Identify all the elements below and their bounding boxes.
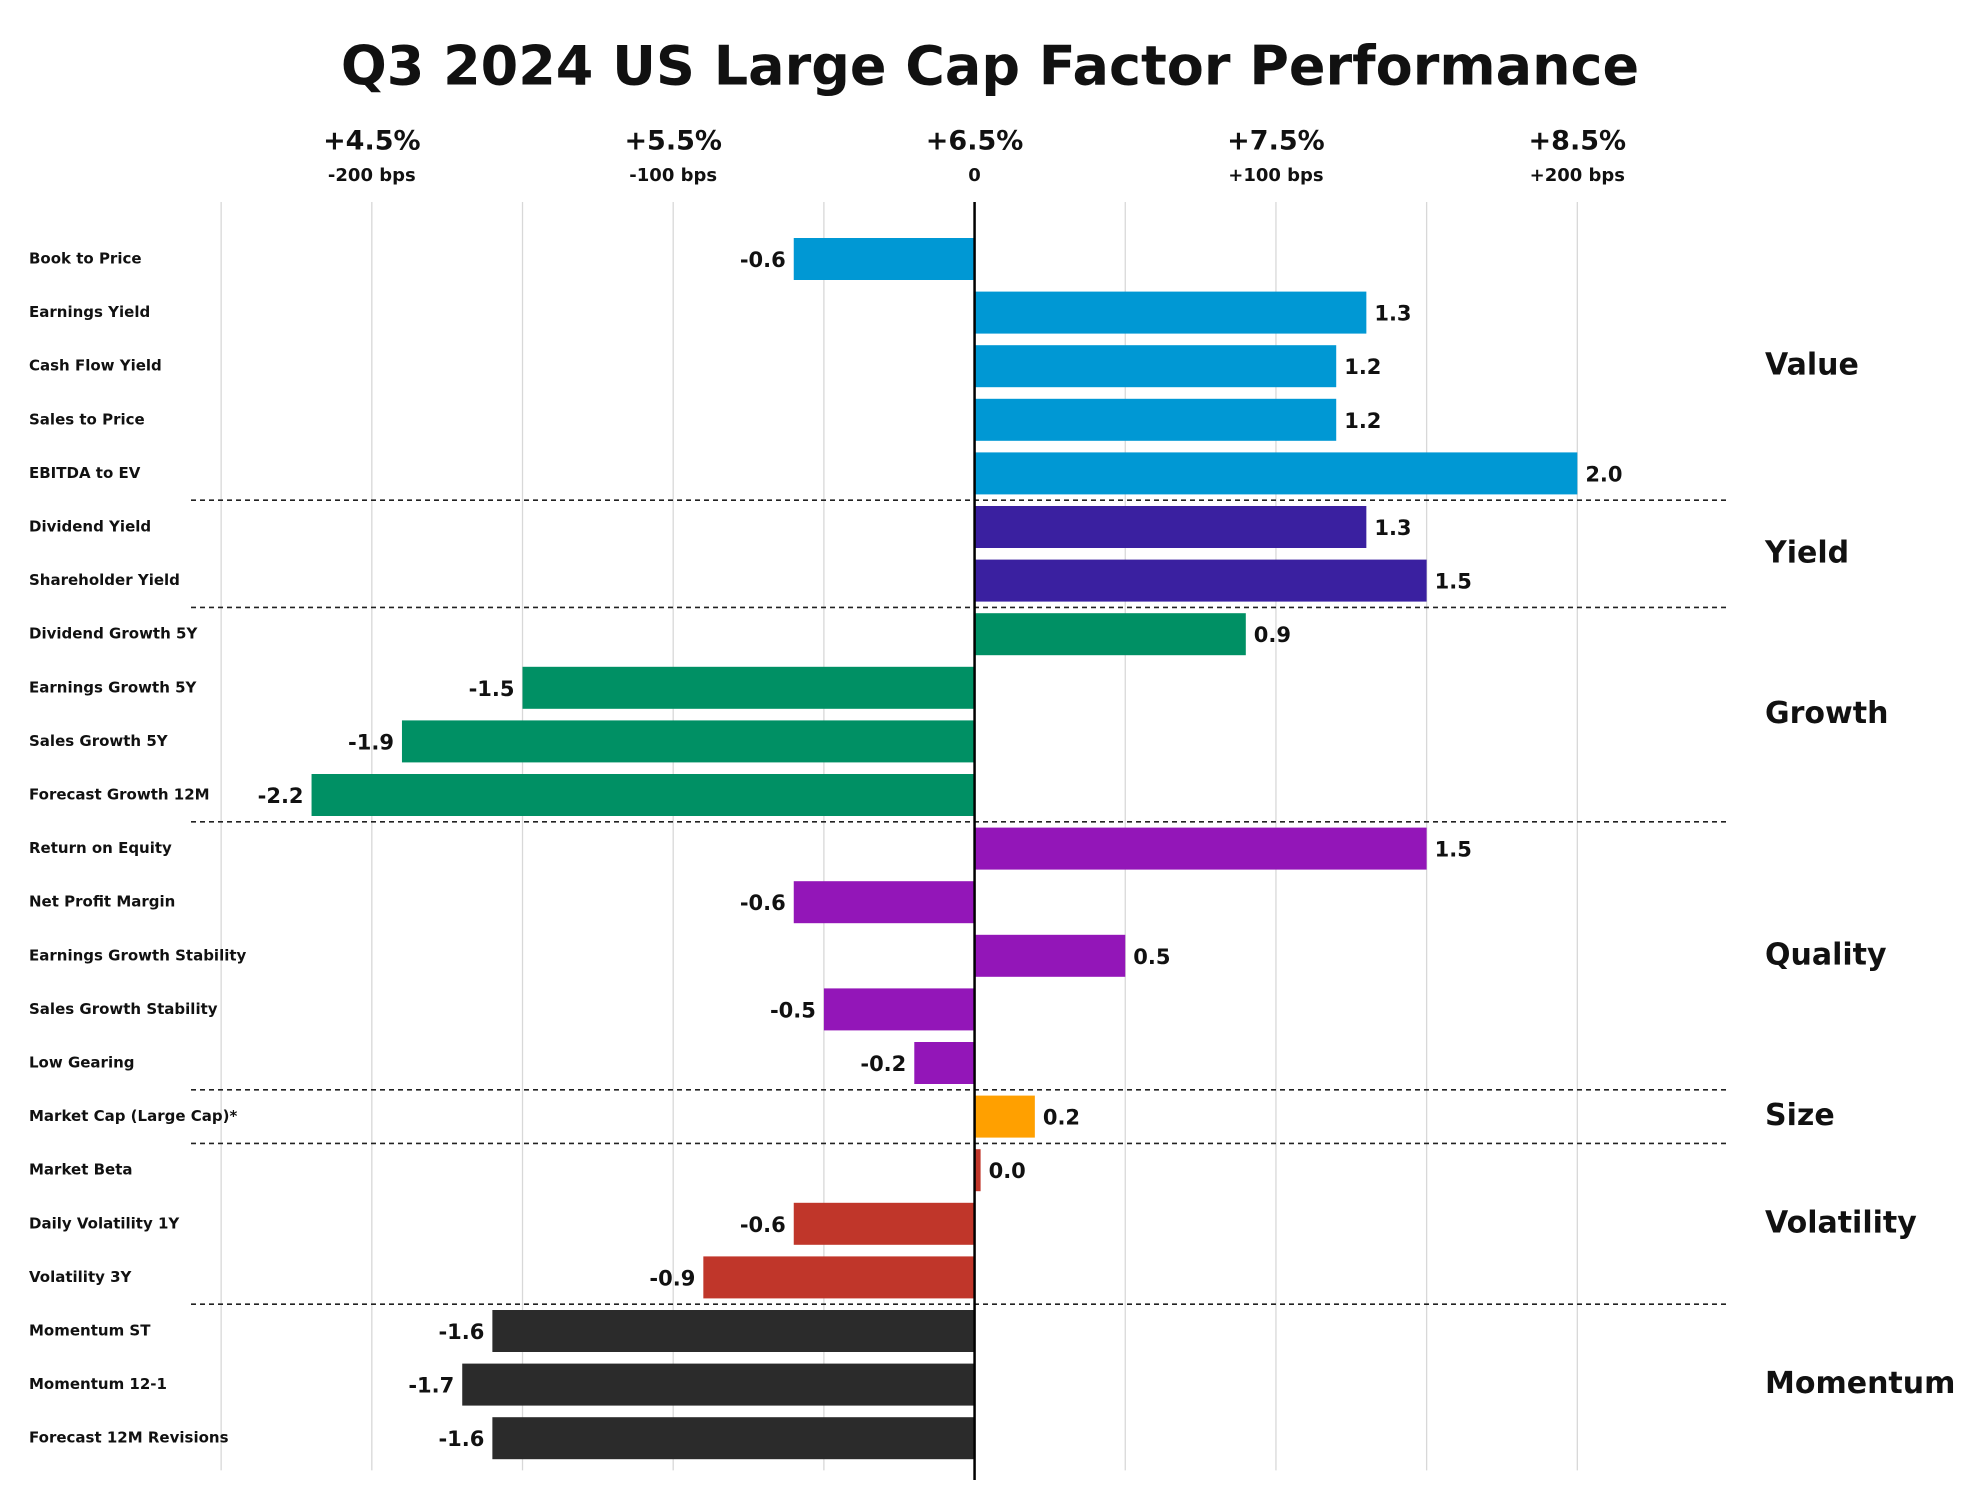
- legend-label: Momentum: [1765, 1366, 1955, 1401]
- legend-label: Volatility: [1765, 1205, 1917, 1240]
- data-label: -2.2: [258, 784, 304, 808]
- data-label: -1.5: [469, 677, 515, 701]
- data-label: 0.0: [989, 1159, 1026, 1183]
- data-label: -1.9: [348, 730, 394, 754]
- data-label: 0.5: [1133, 945, 1170, 969]
- data-label: 1.2: [1344, 355, 1381, 379]
- y-tick-label: EBITDA to EV: [29, 464, 141, 482]
- x-tick-label: +7.5%: [1227, 126, 1325, 157]
- y-tick-label: Return on Equity: [29, 839, 172, 857]
- bar: [974, 827, 1427, 870]
- data-label: 1.3: [1374, 302, 1411, 326]
- y-tick-label: Sales to Price: [29, 410, 145, 428]
- data-label: 2.0: [1585, 462, 1622, 486]
- bar: [823, 988, 975, 1031]
- x-tick-label: +5.5%: [624, 126, 722, 157]
- data-label: -0.6: [740, 891, 786, 915]
- legend-label: Value: [1765, 348, 1859, 383]
- y-tick-label: Momentum ST: [29, 1322, 151, 1340]
- x-tick-sublabel: 0: [968, 165, 981, 186]
- y-tick-label: Dividend Growth 5Y: [29, 625, 198, 643]
- legend-label: Growth: [1765, 696, 1888, 731]
- x-tick-label: +8.5%: [1529, 126, 1627, 157]
- bar: [492, 1417, 975, 1460]
- y-tick-label: Sales Growth 5Y: [29, 732, 169, 750]
- data-label: -0.5: [770, 998, 816, 1022]
- bar: [793, 238, 975, 280]
- x-tick-sublabel: -200 bps: [328, 165, 416, 186]
- y-tick-label: Forecast Growth 12M: [29, 786, 210, 804]
- bar: [914, 1042, 975, 1084]
- bar: [974, 1095, 1035, 1138]
- chart-title: Q3 2024 US Large Cap Factor Performance: [341, 35, 1639, 98]
- data-label: -0.6: [740, 1213, 786, 1237]
- bar: [793, 1202, 975, 1245]
- x-tick-label: +6.5%: [926, 126, 1024, 157]
- y-tick-label: Low Gearing: [29, 1054, 135, 1072]
- bar: [793, 881, 975, 924]
- x-tick-sublabel: -100 bps: [629, 165, 717, 186]
- bar: [462, 1363, 975, 1406]
- bar: [974, 934, 1126, 977]
- bar: [311, 774, 975, 816]
- x-tick-sublabel: +100 bps: [1228, 165, 1323, 186]
- bar: [974, 506, 1367, 548]
- bar: [974, 398, 1337, 441]
- bar: [974, 452, 1578, 495]
- bar: [974, 613, 1246, 656]
- bar: [974, 291, 1367, 334]
- data-label: -1.6: [438, 1427, 484, 1451]
- y-tick-label: Cash Flow Yield: [29, 357, 162, 375]
- y-tick-label: Book to Price: [29, 250, 142, 268]
- legend-label: Quality: [1765, 937, 1887, 972]
- y-tick-label: Daily Volatility 1Y: [29, 1214, 180, 1232]
- data-label: 0.2: [1043, 1106, 1080, 1130]
- legend-label: Size: [1765, 1098, 1835, 1133]
- x-tick-label: +4.5%: [323, 126, 421, 157]
- data-label: -1.6: [438, 1320, 484, 1344]
- x-tick-sublabel: +200 bps: [1530, 165, 1625, 186]
- y-tick-label: Net Profit Margin: [29, 893, 175, 911]
- data-label: -0.9: [649, 1266, 695, 1290]
- bar: [974, 345, 1337, 388]
- y-tick-label: Shareholder Yield: [29, 571, 180, 589]
- data-label: 1.3: [1374, 516, 1411, 540]
- data-label: -0.2: [860, 1052, 906, 1076]
- bar: [974, 559, 1427, 602]
- data-label: 1.5: [1435, 838, 1472, 862]
- y-tick-label: Market Cap (Large Cap)*: [29, 1107, 237, 1125]
- y-tick-label: Earnings Growth 5Y: [29, 678, 198, 696]
- y-tick-label: Volatility 3Y: [29, 1268, 133, 1286]
- y-tick-label: Earnings Yield: [29, 303, 150, 321]
- data-label: 0.9: [1254, 623, 1291, 647]
- data-label: -0.6: [740, 248, 786, 272]
- y-tick-label: Momentum 12-1: [29, 1375, 167, 1393]
- bar: [492, 1310, 975, 1352]
- y-tick-label: Earnings Growth Stability: [29, 946, 247, 964]
- bar: [974, 1149, 981, 1192]
- bar: [401, 720, 975, 763]
- data-label: 1.2: [1344, 409, 1381, 433]
- data-label: -1.7: [408, 1374, 454, 1398]
- y-tick-label: Sales Growth Stability: [29, 1000, 218, 1018]
- y-tick-label: Dividend Yield: [29, 518, 151, 536]
- data-label: 1.5: [1435, 570, 1472, 594]
- bar: [522, 666, 975, 709]
- y-tick-label: Market Beta: [29, 1161, 132, 1179]
- legend-label: Yield: [1764, 535, 1849, 570]
- bar: [703, 1256, 975, 1299]
- y-tick-label: Forecast 12M Revisions: [29, 1429, 229, 1447]
